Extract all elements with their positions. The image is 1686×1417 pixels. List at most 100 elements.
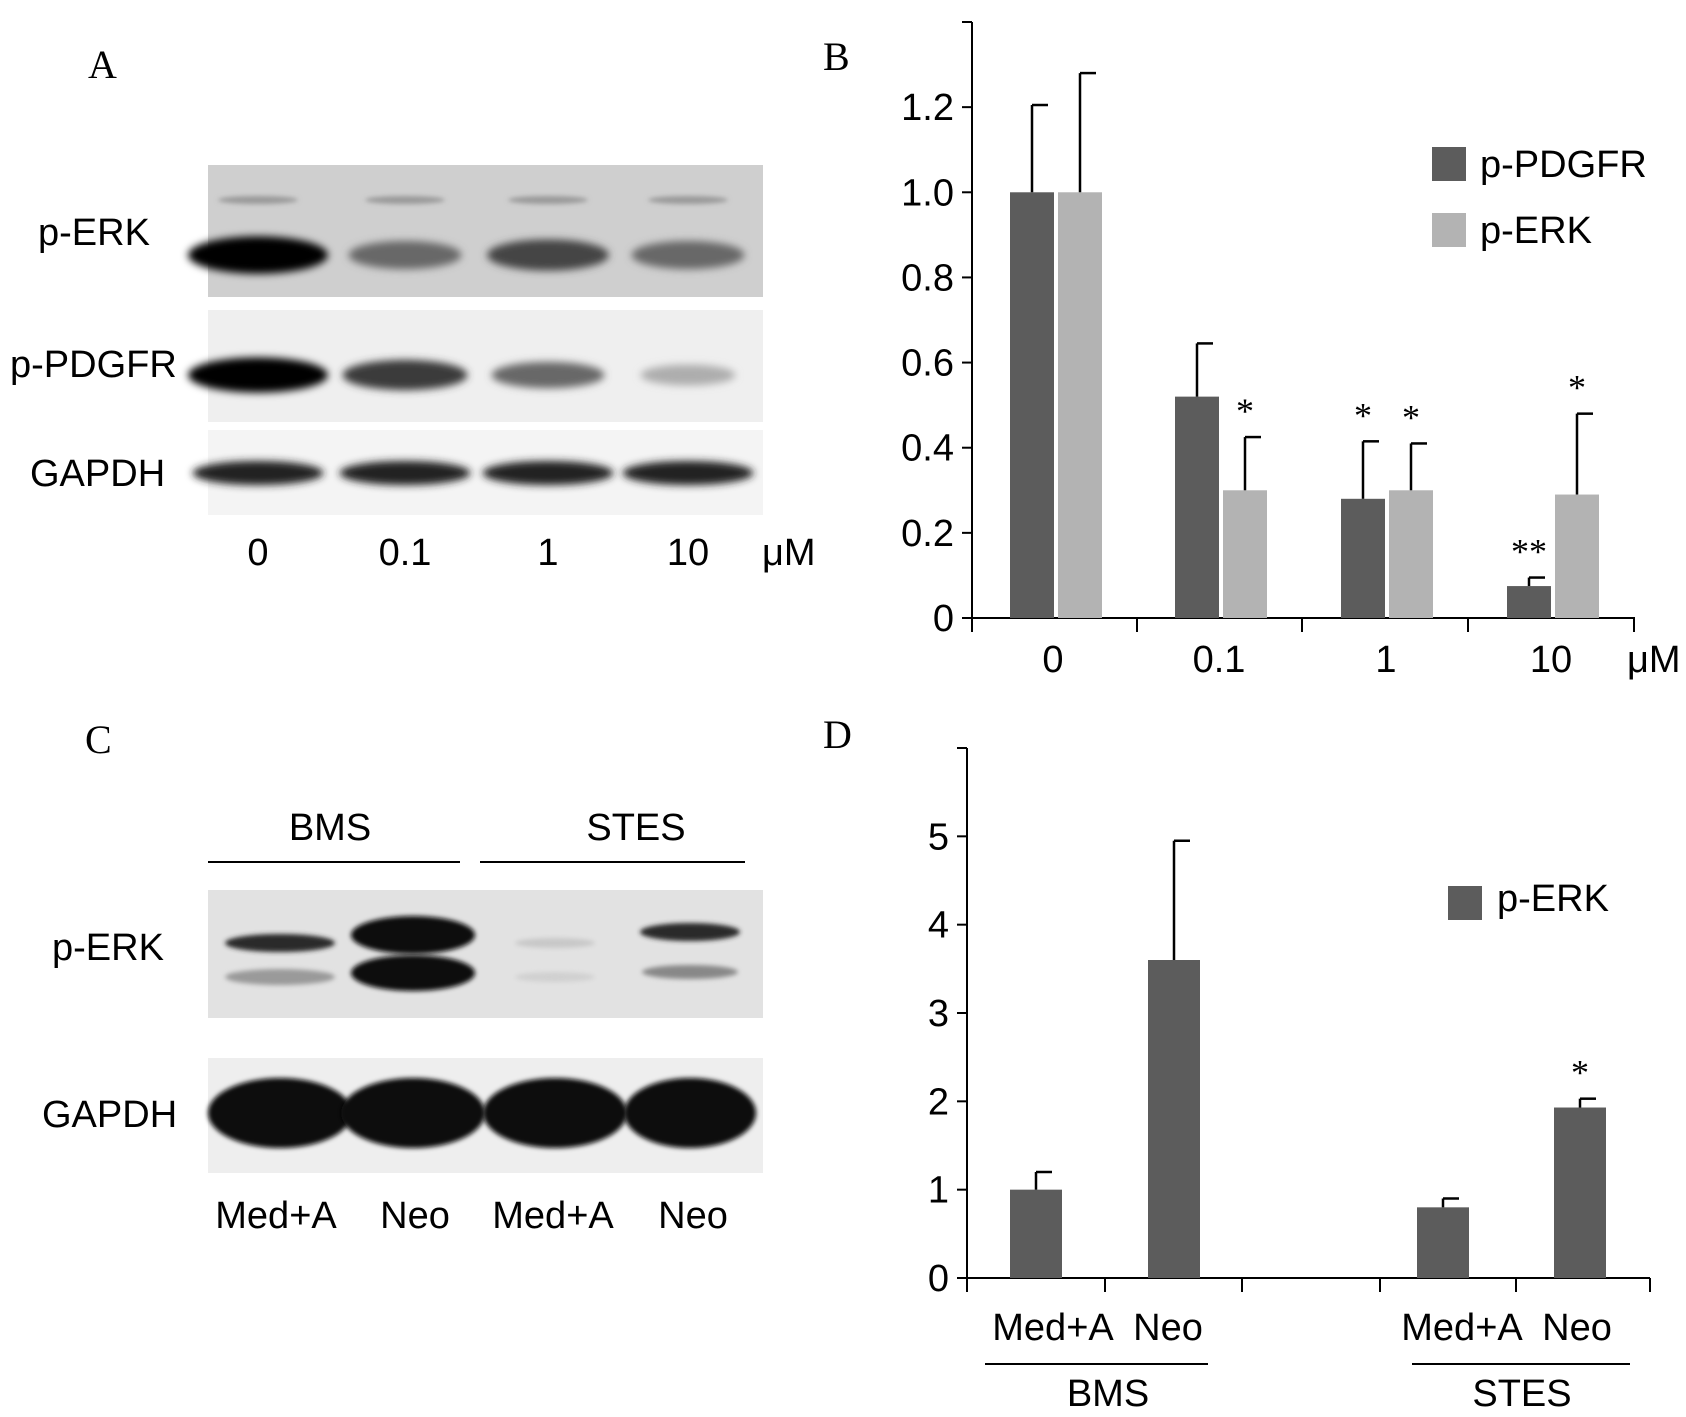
band: [192, 460, 324, 486]
chart-b-bar: [1507, 586, 1551, 618]
chart-d-tick-label-y: 3: [928, 993, 949, 1035]
chart-d-tick-label-y: 4: [928, 905, 949, 947]
chart-b-significance-mark: *: [1354, 395, 1372, 435]
chart-b-tick-label-y: 0.8: [901, 257, 954, 299]
chart-b-legend-label-ppdgfr: p-PDGFR: [1480, 144, 1647, 186]
chart-b-bar: [1223, 490, 1267, 618]
band: [218, 196, 298, 204]
chart-d-tick-label-y: 1: [928, 1170, 949, 1212]
chart-b-tick-label-y: 1.0: [901, 172, 954, 214]
band: [640, 923, 740, 941]
panel-letter-a: A: [88, 42, 117, 87]
chart-d-tick-label-y: 0: [928, 1258, 949, 1300]
chart-b: 00.20.40.60.81.01.2 **** ** 0 0.1 1 10 μM…: [901, 21, 1681, 681]
chart-b-significance-mark: *: [1236, 391, 1254, 431]
blot-c-row-label-gapdh: GAPDH: [42, 1094, 177, 1136]
chart-d-bar: [1148, 960, 1200, 1278]
chart-b-tick-label-y: 0.6: [901, 343, 954, 385]
band: [225, 969, 335, 985]
chart-d-tick-label-x: Neo: [1133, 1307, 1203, 1349]
band: [208, 1078, 352, 1148]
chart-b-tick-label-x: 10: [1530, 639, 1572, 681]
blot-c-bands: [208, 916, 756, 1148]
band: [188, 236, 328, 274]
chart-b-tick-label-y: 0: [933, 598, 954, 640]
chart-b-bars: **** **: [1010, 71, 1599, 619]
chart-b-tick-label-y: 0.2: [901, 513, 954, 555]
chart-d-bar: [1554, 1107, 1606, 1278]
chart-d-significance-mark: *: [1571, 1053, 1589, 1093]
panel-letter-d: D: [823, 712, 852, 757]
blot-c-lane-label: Neo: [380, 1195, 450, 1237]
band: [225, 934, 335, 952]
blot-a-bands: [188, 196, 754, 486]
band: [351, 955, 475, 991]
chart-b-significance-mark: *: [1568, 368, 1586, 408]
blot-a-perk-strip: [208, 165, 763, 297]
chart-b-x-unit: μM: [1627, 639, 1681, 681]
band: [339, 460, 471, 486]
chart-b-tick-label-y: 1.2: [901, 87, 954, 129]
chart-d: 0 1 2 3 4 5 * Med+A Neo Med+A Neo BMS STES p-…: [928, 747, 1651, 1415]
chart-d-legend: p-ERK: [1448, 878, 1609, 920]
blot-a-row-label-perk: p-ERK: [38, 212, 150, 254]
chart-b-bar: [1555, 494, 1599, 618]
chart-d-tick-label-y: 5: [928, 816, 949, 858]
band: [640, 364, 736, 386]
panel-letter-b: B: [823, 34, 850, 79]
blot-a-lane-label: 1: [537, 532, 558, 574]
band: [631, 240, 745, 270]
panel-letter-c: C: [85, 717, 112, 762]
chart-b-tick-label-x: 0: [1042, 639, 1063, 681]
blot-c-lane-label: Neo: [658, 1195, 728, 1237]
blot-c-lane-label: Med+A: [492, 1195, 614, 1237]
chart-d-axes: 0 1 2 3 4 5: [928, 747, 1651, 1300]
band: [188, 357, 328, 393]
chart-b-tick-label-y: 0.4: [901, 428, 954, 470]
band: [482, 460, 614, 486]
band: [491, 361, 605, 389]
chart-b-bar: [1058, 192, 1102, 619]
blot-a-unit-label: μM: [762, 532, 816, 574]
chart-d-tick-label-x: Med+A: [1401, 1307, 1523, 1349]
chart-d-legend-label-perk: p-ERK: [1497, 878, 1609, 920]
chart-b-significance-mark: *: [1402, 397, 1420, 437]
band: [348, 240, 462, 270]
chart-b-bar: [1389, 490, 1433, 618]
chart-b-bar: [1341, 498, 1385, 618]
chart-b-legend-swatch-ppdgfr: [1432, 147, 1466, 181]
blot-a-lane-label: 0: [247, 532, 268, 574]
chart-b-legend: p-PDGFR p-ERK: [1432, 144, 1647, 252]
blot-c: BMS STES p-ERK GAPDH Med+A Neo Med+A Neo: [42, 807, 763, 1237]
chart-d-bar: [1010, 1189, 1062, 1278]
band: [515, 938, 595, 948]
blot-a-lane-label: 0.1: [379, 532, 432, 574]
chart-d-legend-swatch-perk: [1448, 886, 1482, 920]
chart-d-bars: *: [1010, 839, 1606, 1278]
blot-a-lane-label: 10: [667, 532, 709, 574]
chart-d-tick-label-y: 2: [928, 1081, 949, 1123]
band: [351, 916, 475, 954]
blot-c-perk-strip: [208, 890, 763, 1018]
blot-a: p-ERK p-PDGFR GAPDH 0 0.1 1 10 μM: [10, 165, 816, 574]
chart-d-group-label-stes: STES: [1472, 1373, 1571, 1415]
band: [508, 196, 588, 204]
chart-d-tick-label-x: Neo: [1542, 1307, 1612, 1349]
chart-b-axes: 0 0.2 0.4 0.6 0.8 1.0 1.2: [901, 21, 1635, 640]
band: [622, 460, 754, 486]
band: [624, 1078, 756, 1148]
blot-c-lane-label: Med+A: [215, 1195, 337, 1237]
chart-d-tick-label-x: Med+A: [992, 1307, 1114, 1349]
chart-b-legend-label-perk: p-ERK: [1480, 210, 1592, 252]
chart-b-bar: [1010, 192, 1054, 619]
band: [642, 965, 738, 979]
chart-b-tick-label-x: 1: [1375, 639, 1396, 681]
band: [487, 239, 609, 271]
chart-d-bar: [1417, 1207, 1469, 1278]
chart-b-legend-swatch-perk: [1432, 213, 1466, 247]
band: [341, 1078, 485, 1148]
blot-a-row-label-gapdh: GAPDH: [30, 453, 165, 495]
blot-c-row-label-perk: p-ERK: [52, 927, 164, 969]
band: [648, 196, 728, 204]
